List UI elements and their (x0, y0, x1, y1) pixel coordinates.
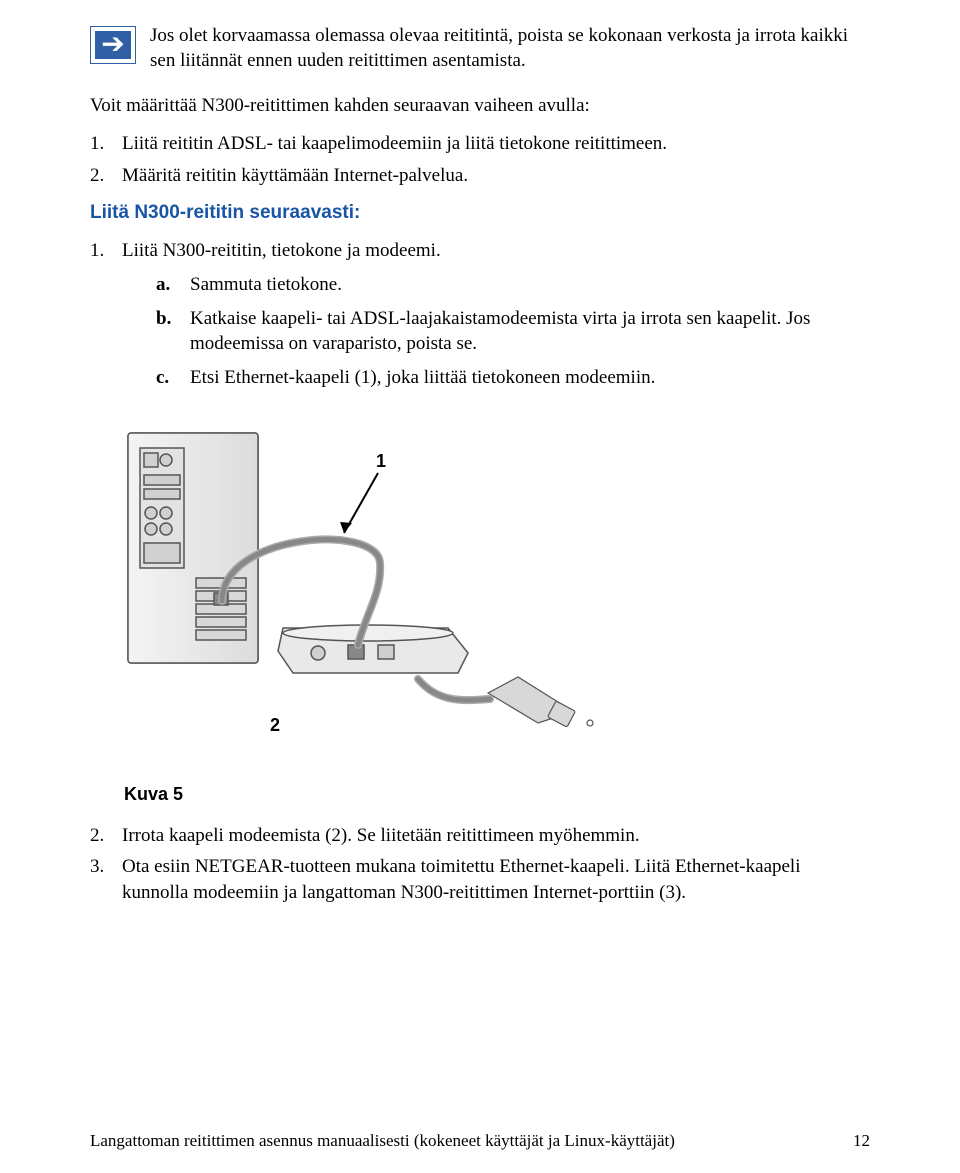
connection-diagram-svg: 1 2 (118, 423, 638, 763)
figure-caption: Kuva 5 (124, 784, 870, 805)
section-heading: Liitä N300-reititin seuraavasti: (90, 202, 870, 224)
list-text: Määritä reititin käyttämään Internet-pal… (122, 163, 870, 189)
list-marker: 1. (90, 238, 112, 404)
note-arrow-icon: ➔ (90, 26, 136, 64)
list-text: Irrota kaapeli modeemista (2). Se liitet… (122, 823, 870, 849)
figure-5: 1 2 Kuva 5 (118, 423, 870, 805)
list-text: Sammuta tietokone. (190, 272, 870, 298)
list-text: Etsi Ethernet-kaapeli (1), joka liittää … (190, 365, 870, 391)
page-footer: Langattoman reitittimen asennus manuaali… (0, 1131, 960, 1151)
intro-paragraph: Voit määrittää N300-reitittimen kahden s… (90, 93, 870, 119)
connect-steps-list: 1. Liitä N300-reititin, tietokone ja mod… (90, 238, 870, 404)
list-marker: 2. (90, 823, 112, 849)
svg-text:1: 1 (376, 451, 386, 471)
callout-1: 1 (340, 451, 386, 533)
list-item: 2. Irrota kaapeli modeemista (2). Se lii… (90, 823, 870, 849)
continue-steps-list: 2. Irrota kaapeli modeemista (2). Se lii… (90, 823, 870, 906)
list-item: b. Katkaise kaapeli- tai ADSL-laajakaist… (156, 306, 870, 357)
list-text: Liitä N300-reititin, tietokone ja modeem… (122, 240, 441, 261)
list-marker: 2. (90, 163, 112, 189)
list-item: c. Etsi Ethernet-kaapeli (1), joka liitt… (156, 365, 870, 391)
list-item: 3. Ota esiin NETGEAR-tuotteen mukana toi… (90, 854, 870, 905)
sub-steps-list: a. Sammuta tietokone. b. Katkaise kaapel… (156, 272, 870, 391)
list-text: Liitä reititin ADSL- tai kaapelimodeemii… (122, 131, 870, 157)
callout-2: 2 (270, 715, 280, 735)
list-text: Ota esiin NETGEAR-tuotteen mukana toimit… (122, 854, 870, 905)
list-item: 2. Määritä reititin käyttämään Internet-… (90, 163, 870, 189)
list-marker: 1. (90, 131, 112, 157)
footer-page-number: 12 (853, 1131, 870, 1151)
svg-text:2: 2 (270, 715, 280, 735)
arrow-right-icon: ➔ (101, 31, 124, 59)
list-marker: 3. (90, 854, 112, 905)
note-text: Jos olet korvaamassa olemassa olevaa rei… (150, 24, 870, 73)
footer-chapter-title: Langattoman reitittimen asennus manuaali… (90, 1131, 675, 1151)
list-item: 1. Liitä N300-reititin, tietokone ja mod… (90, 238, 870, 404)
list-text: Katkaise kaapeli- tai ADSL-laajakaistamo… (190, 306, 870, 357)
list-marker: a. (156, 272, 180, 298)
list-marker: c. (156, 365, 180, 391)
list-item: a. Sammuta tietokone. (156, 272, 870, 298)
intro-steps-list: 1. Liitä reititin ADSL- tai kaapelimodee… (90, 131, 870, 188)
list-marker: b. (156, 306, 180, 357)
list-item: 1. Liitä reititin ADSL- tai kaapelimodee… (90, 131, 870, 157)
